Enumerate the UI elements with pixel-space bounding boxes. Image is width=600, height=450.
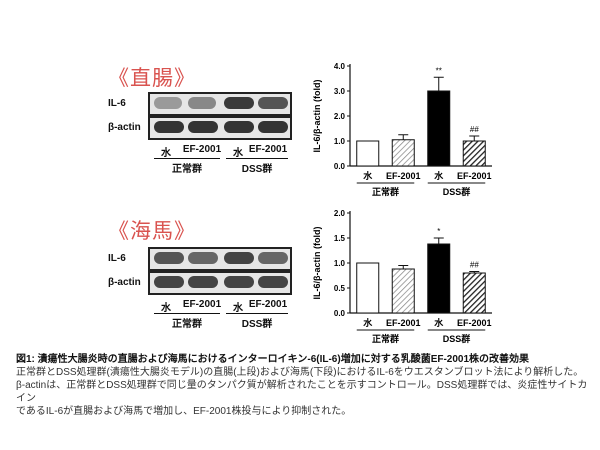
bar [356, 262, 380, 314]
group-bracket [154, 158, 220, 159]
caption-line: 正常群とDSS処理群(潰瘍性大腸炎モデル)の直腸(上段)および海馬(下段)におけ… [16, 367, 584, 378]
significance-label: ** [436, 66, 442, 75]
group-label: DSS群 [443, 186, 471, 197]
blot-band [188, 121, 218, 133]
bar-chart-hippocampus: 0.0 0.5 1.0 1.5 2.0 IL-6/β-actin (fold) 水 EF-20… [312, 209, 492, 344]
blot-band [224, 121, 254, 133]
y-tick-label: 1.0 [334, 137, 346, 146]
blot-band [258, 276, 288, 288]
blot-band-row-il6 [148, 247, 292, 271]
x-tick-label: 水 [434, 317, 444, 328]
y-axis-label: IL-6/β-actin (fold) [312, 80, 322, 153]
x-tick-label: EF-2001 [457, 318, 492, 328]
blot-row-label-actin: β-actin [108, 122, 141, 133]
blot-band [188, 252, 218, 264]
blot-row-label-il6: IL-6 [108, 98, 126, 109]
blot-band [154, 121, 184, 133]
bar [391, 268, 415, 314]
group-bracket [154, 313, 220, 314]
bar [462, 272, 486, 314]
y-tick-label: 1.5 [334, 234, 346, 243]
blot-band-row-actin [148, 116, 292, 140]
y-tick-label: 0.0 [334, 309, 346, 318]
group-label: DSS群 [241, 164, 273, 175]
caption-line: β-actinは、正常群とDSS処理群で同じ量のタンパク質が解析されたことを示す… [16, 380, 588, 404]
group-label: 正常群 [172, 164, 202, 175]
lane-label: EF-2001 [182, 299, 222, 310]
y-tick-label: 0.5 [334, 284, 346, 293]
blot-band [154, 276, 184, 288]
y-tick-label: 2.0 [334, 112, 346, 121]
caption-title: 図1: 潰瘍性大腸炎時の直腸および海馬におけるインターロイキン-6(IL-6)増… [16, 354, 530, 365]
lane-label: EF-2001 [248, 299, 288, 310]
blot-band [154, 97, 182, 109]
y-tick-label: 4.0 [334, 62, 346, 71]
blot-band [258, 97, 288, 109]
lane-label: EF-2001 [182, 144, 222, 155]
bar-chart-rectum: 0.0 1.0 2.0 3.0 4.0 IL-6/β-actin (fold) 水 EF-20… [312, 62, 492, 197]
hippocampus-panel: 《海馬》 IL-6 β-actin 水 EF-2001 水 EF-2001 正常… [0, 205, 600, 355]
group-label: DSS群 [241, 319, 273, 330]
y-axis-label: IL-6/β-actin (fold) [312, 227, 322, 300]
group-label: 正常群 [172, 319, 202, 330]
bar [356, 140, 380, 167]
blot-band [188, 276, 218, 288]
group-bracket [226, 158, 288, 159]
bar [427, 243, 451, 314]
x-tick-label: EF-2001 [386, 318, 421, 328]
bar [462, 140, 486, 167]
blot-row-label-il6: IL-6 [108, 253, 126, 264]
blot-band [154, 252, 184, 264]
y-tick-label: 0.0 [334, 162, 346, 171]
group-label: 正常群 [372, 333, 399, 344]
blot-band-row-actin [148, 271, 292, 295]
x-tick-label: 水 [434, 170, 444, 181]
western-blot-rectum: IL-6 β-actin 水 EF-2001 水 EF-2001 正常群 DSS… [108, 92, 292, 202]
bar [391, 139, 415, 167]
blot-band-row-il6 [148, 92, 292, 116]
x-tick-label: EF-2001 [457, 171, 492, 181]
lane-label: 水 [233, 148, 243, 159]
blot-band [188, 97, 216, 109]
blot-band [224, 252, 254, 264]
lane-label: 水 [233, 303, 243, 314]
section-label-hippocampus: 《海馬》 [108, 219, 196, 243]
blot-band [258, 252, 288, 264]
significance-label: ## [470, 125, 479, 134]
bar [427, 90, 451, 167]
figure-caption: 図1: 潰瘍性大腸炎時の直腸および海馬におけるインターロイキン-6(IL-6)増… [16, 353, 591, 418]
significance-label: * [437, 227, 440, 236]
y-tick-label: 2.0 [334, 209, 346, 218]
lane-label: 水 [161, 148, 171, 159]
blot-band [258, 121, 288, 133]
blot-band [224, 276, 254, 288]
lane-label: EF-2001 [248, 144, 288, 155]
lane-label: 水 [161, 303, 171, 314]
caption-line: であるIL-6が直腸および海馬で増加し、EF-2001株投与により抑制された。 [16, 406, 352, 417]
group-label: 正常群 [372, 186, 399, 197]
significance-label: ## [470, 261, 479, 270]
blot-row-label-actin: β-actin [108, 277, 141, 288]
western-blot-hippocampus: IL-6 β-actin 水 EF-2001 水 EF-2001 正常群 DSS… [108, 247, 292, 357]
rectum-panel: 《直腸》 IL-6 β-actin 水 EF-2001 水 EF-2001 正常… [0, 60, 600, 200]
y-tick-label: 3.0 [334, 87, 346, 96]
y-tick-label: 1.0 [334, 259, 346, 268]
x-tick-label: EF-2001 [386, 171, 421, 181]
section-label-rectum: 《直腸》 [108, 66, 196, 90]
group-label: DSS群 [443, 333, 471, 344]
group-bracket [226, 313, 288, 314]
x-tick-label: 水 [363, 317, 373, 328]
blot-band [224, 97, 254, 109]
x-tick-label: 水 [363, 170, 373, 181]
